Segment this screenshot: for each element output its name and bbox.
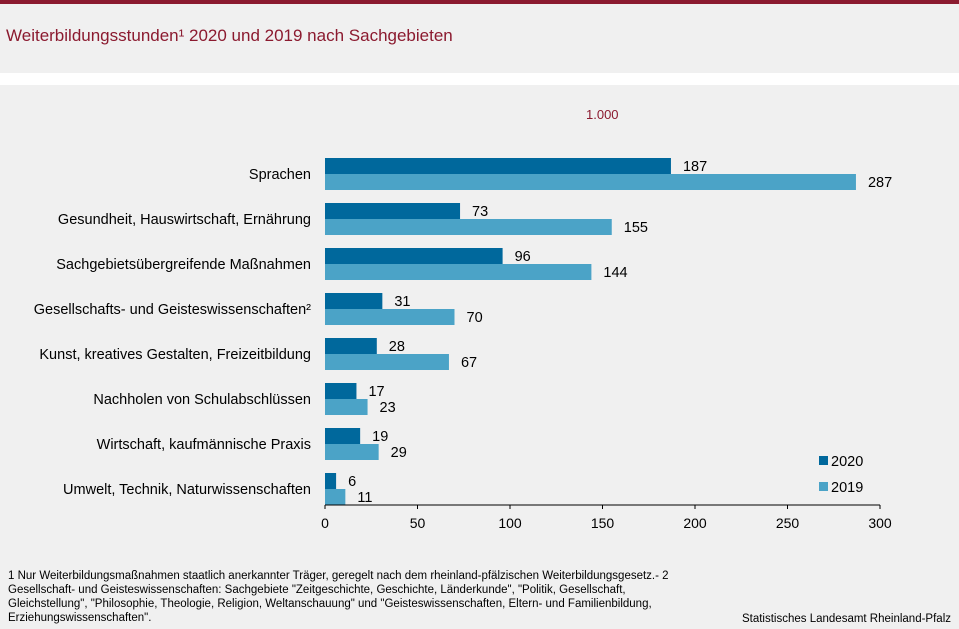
data-label-2020: 73 xyxy=(472,204,488,220)
bar-2020 xyxy=(325,428,361,444)
category-label: Wirtschaft, kaufmännische Praxis xyxy=(97,437,311,453)
category-label: Kunst, kreatives Gestalten, Freizeitbild… xyxy=(39,347,311,363)
header-separator xyxy=(0,73,959,85)
bar-2019 xyxy=(325,399,368,415)
data-label-2019: 11 xyxy=(357,490,372,506)
chart-title: Weiterbildungsstunden¹ 2020 und 2019 nac… xyxy=(6,26,453,45)
data-label-2019: 155 xyxy=(624,220,648,236)
category-label: Sprachen xyxy=(249,167,311,183)
bar-2020 xyxy=(325,203,461,219)
data-label-2019: 70 xyxy=(467,310,483,326)
data-label-2020: 17 xyxy=(368,384,384,400)
data-label-2019: 23 xyxy=(380,400,396,416)
x-tick-label: 0 xyxy=(321,515,329,531)
bar-2020 xyxy=(325,473,337,489)
x-tick-label: 50 xyxy=(410,515,426,531)
data-label-2020: 6 xyxy=(348,474,356,490)
category-label: Sachgebietsübergreifende Maßnahmen xyxy=(56,257,311,273)
unit-label: 1.000 xyxy=(586,107,619,122)
bar-2019 xyxy=(325,174,856,190)
category-label: Gesellschafts- und Geisteswissenschaften… xyxy=(34,302,311,318)
x-tick-label: 300 xyxy=(868,515,892,531)
footnote: 1 Nur Weiterbildungsmaßnahmen staatlich … xyxy=(8,570,669,624)
category-label: Nachholen von Schulabschlüssen xyxy=(93,392,311,408)
legend-label-2020: 2020 xyxy=(831,454,863,470)
bar-2019 xyxy=(325,264,592,280)
top-accent-bar xyxy=(0,0,959,4)
bar-2019 xyxy=(325,219,612,235)
bar-2020 xyxy=(325,383,357,399)
bar-2019 xyxy=(325,354,449,370)
data-label-2020: 31 xyxy=(394,294,410,310)
x-tick-label: 200 xyxy=(683,515,707,531)
x-tick-label: 250 xyxy=(776,515,800,531)
data-label-2020: 187 xyxy=(683,159,707,175)
bar-2019 xyxy=(325,489,346,505)
data-label-2020: 28 xyxy=(389,339,405,355)
data-label-2020: 96 xyxy=(515,249,531,265)
data-label-2019: 287 xyxy=(868,175,892,191)
bar-2020 xyxy=(325,158,671,174)
source-note: Statistisches Landesamt Rheinland-Pfalz xyxy=(741,613,951,625)
data-label-2019: 144 xyxy=(603,265,627,281)
bar-2020 xyxy=(325,248,503,264)
category-label: Gesundheit, Hauswirtschaft, Ernährung xyxy=(58,212,311,228)
bar-2020 xyxy=(325,338,377,354)
legend-swatch-2019 xyxy=(819,482,828,491)
x-tick-label: 150 xyxy=(591,515,615,531)
bar-chart: Sprachen Gesundheit, Hauswirtschaft, Ernä… xyxy=(34,158,892,531)
legend-swatch-2020 xyxy=(819,456,828,465)
bar-2019 xyxy=(325,309,455,325)
bar-2020 xyxy=(325,293,383,309)
legend-label-2019: 2019 xyxy=(831,480,863,496)
bar-2019 xyxy=(325,444,379,460)
data-label-2020: 19 xyxy=(372,429,388,445)
category-label: Umwelt, Technik, Naturwissenschaften xyxy=(63,482,311,498)
x-tick-label: 100 xyxy=(498,515,522,531)
data-label-2019: 29 xyxy=(391,445,407,461)
data-label-2019: 67 xyxy=(461,355,477,371)
